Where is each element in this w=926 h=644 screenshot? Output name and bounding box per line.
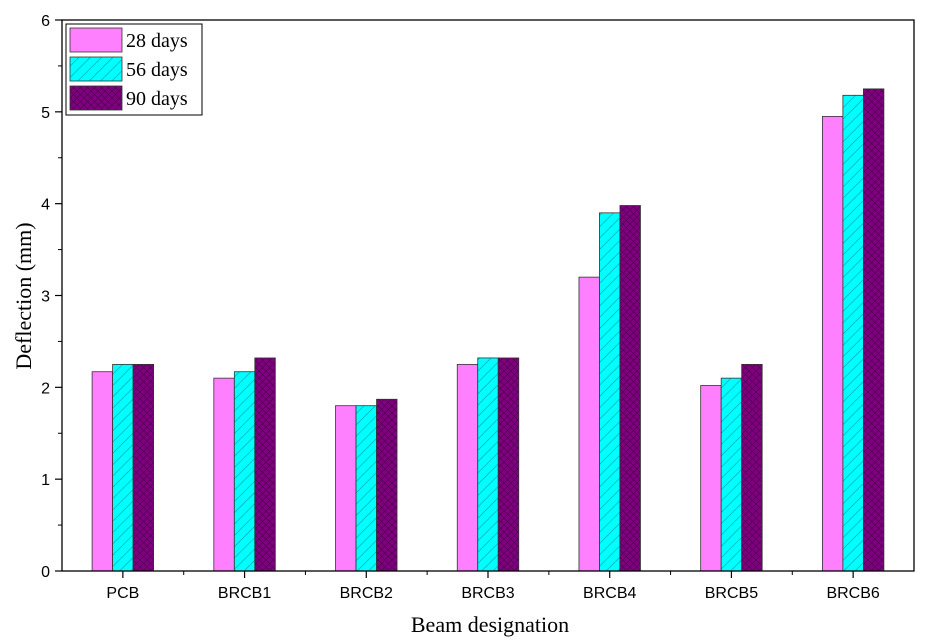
y-tick-label: 4: [41, 197, 50, 214]
y-tick-label: 5: [41, 105, 50, 122]
legend-label-56-days: 56 days: [126, 59, 188, 81]
bar-PCB-28-days: [91, 371, 114, 572]
bar-BRCB2-28-days: [335, 405, 357, 572]
x-tick-label: PCB: [106, 585, 139, 602]
legend-swatch-56-days: [69, 56, 123, 82]
x-tick-label: BRCB4: [583, 585, 636, 602]
legend-label-90-days: 90 days: [126, 88, 188, 110]
bar-BRCB1-90-days: [254, 357, 276, 572]
bar-BRCB5-28-days: [700, 385, 722, 572]
bar-BRCB2-90-days: [376, 398, 398, 572]
bar-BRCB6-28-days: [821, 116, 844, 572]
bar-BRCB6-90-days: [862, 88, 885, 572]
bars-layer: [91, 88, 885, 572]
y-tick-label: 6: [41, 13, 50, 30]
bar-PCB-56-days: [112, 363, 134, 572]
bar-BRCB4-56-days: [599, 212, 621, 572]
legend-swatch-28-days: [69, 27, 123, 53]
y-tick-label: 3: [41, 289, 50, 306]
bar-BRCB2-56-days: [355, 405, 377, 572]
bar-BRCB6-56-days: [842, 94, 864, 572]
x-tick-label: BRCB5: [705, 585, 758, 602]
x-tick-label: BRCB1: [218, 585, 271, 602]
y-axis-label: Deflection (mm): [11, 222, 36, 369]
bar-PCB-90-days: [132, 363, 155, 572]
bar-BRCB3-28-days: [456, 363, 479, 572]
bar-BRCB4-28-days: [578, 276, 600, 572]
axes-layer: PCB BRCB1 BRCB2 BRCB3 BRCB4 BRCB5 BRCB6 0 1 2 3 4 5 6: [41, 13, 915, 602]
bar-BRCB3-90-days: [497, 357, 520, 572]
bar-BRCB3-56-days: [477, 357, 499, 572]
legend-label-28-days: 28 days: [126, 30, 188, 52]
legend-swatch-90-days: [69, 85, 123, 111]
bar-BRCB1-28-days: [213, 377, 235, 572]
y-tick-label: 2: [41, 380, 50, 397]
bar-BRCB5-90-days: [741, 363, 763, 572]
x-tick-label: BRCB6: [826, 585, 879, 602]
bar-BRCB5-56-days: [720, 377, 743, 572]
y-tick-label: 0: [41, 564, 50, 581]
legend: 28 days 56 days 90 days: [65, 23, 203, 116]
x-axis-label: Beam designation: [411, 612, 569, 637]
bar-BRCB4-90-days: [619, 205, 641, 572]
bar-BRCB1-56-days: [233, 371, 256, 572]
x-tick-label: BRCB2: [340, 585, 393, 602]
y-tick-label: 1: [41, 472, 50, 489]
x-tick-label: BRCB3: [461, 585, 514, 602]
